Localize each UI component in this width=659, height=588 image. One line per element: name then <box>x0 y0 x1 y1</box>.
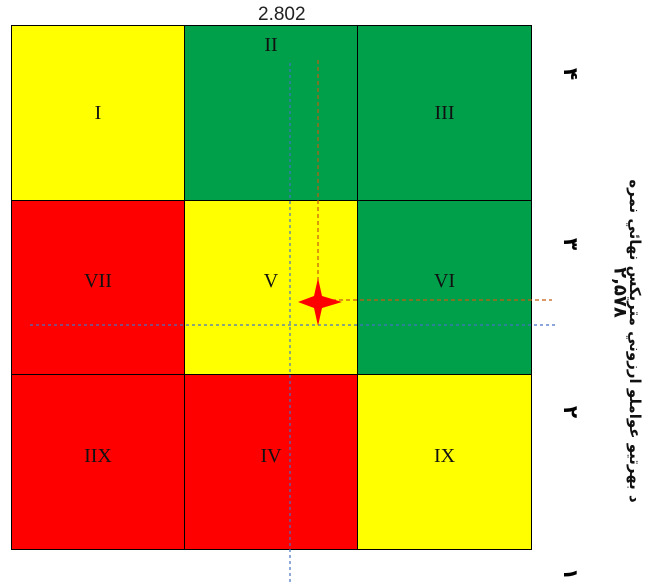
cell-label: IX <box>433 444 456 467</box>
cell-IIX: IIX <box>11 374 185 550</box>
cell-label: III <box>434 101 455 124</box>
top-score-value: 2.802 <box>258 4 306 25</box>
cell-III: III <box>357 25 532 201</box>
right-axis-title: د بهرتيو عواملو ارزوني متريکس نهائي نمره <box>626 179 644 503</box>
cell-label: IIX <box>84 444 112 467</box>
cell-label: VII <box>84 270 112 292</box>
right-tick-1: ۱ <box>559 567 584 581</box>
star-marker-icon <box>298 278 342 326</box>
cell-VII: VII <box>11 200 185 375</box>
cell-label: VI <box>433 270 456 292</box>
cell-label: I <box>94 101 102 124</box>
cell-IV: IV <box>184 374 358 550</box>
cell-I: I <box>11 25 185 201</box>
cell-V: V <box>184 200 358 375</box>
cell-IX: IX <box>357 374 532 550</box>
cell-label: II <box>264 34 278 56</box>
cell-II: II <box>184 25 358 201</box>
cell-label: IV <box>260 444 282 467</box>
right-tick-3: ۳ <box>559 237 584 251</box>
right-tick-4: ۴ <box>559 67 584 81</box>
cell-VI: VI <box>357 200 532 375</box>
right-tick-2: ۲ <box>559 405 584 419</box>
cell-label: V <box>263 270 279 292</box>
